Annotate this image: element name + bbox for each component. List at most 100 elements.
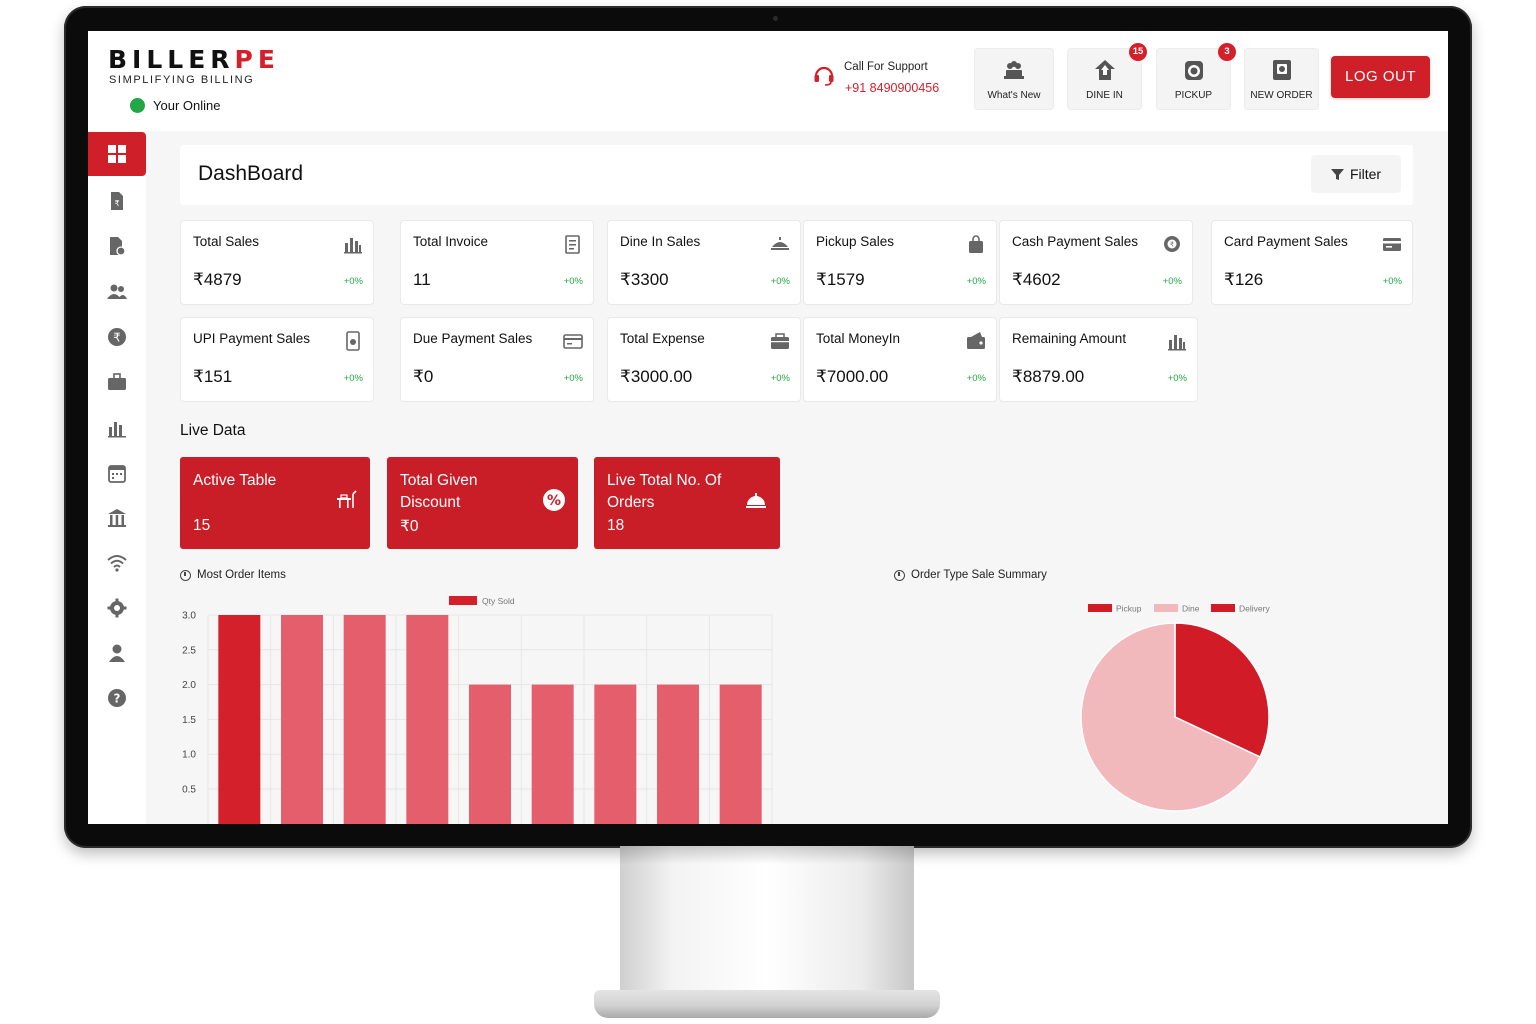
- legend-swatch: [1154, 604, 1178, 612]
- sidebar-item-documents[interactable]: [88, 224, 146, 268]
- bar: [657, 684, 699, 824]
- online-status-label: Your Online: [153, 98, 221, 113]
- stat-card-cash-payment-sales[interactable]: Cash Payment Sales ₹ ₹4602 +0%: [999, 220, 1193, 305]
- brand-tagline: SIMPLIFYING BILLING: [109, 74, 255, 86]
- sidebar-item-expenses[interactable]: [88, 360, 146, 404]
- stat-label: Total MoneyIn: [816, 331, 901, 346]
- pickup-button[interactable]: PICKUP: [1156, 48, 1231, 110]
- clock-icon: [180, 569, 191, 581]
- sidebar-item-invoice[interactable]: ₹: [88, 179, 146, 223]
- live-card-total-discount[interactable]: Total Given Discount % ₹0: [387, 457, 578, 549]
- invoice-icon: [565, 235, 580, 254]
- sidebar-item-reports[interactable]: [88, 406, 146, 450]
- pickup-bag-icon: [1184, 61, 1203, 80]
- pickup-label: PICKUP: [1174, 90, 1213, 101]
- invoice-icon: ₹: [111, 192, 123, 210]
- legend-swatch: [1088, 604, 1112, 612]
- bar: [281, 615, 323, 824]
- bar: [469, 684, 511, 824]
- live-card-value: ₹0: [400, 518, 419, 535]
- svg-text:₹: ₹: [114, 199, 119, 208]
- upi-icon: [346, 331, 360, 351]
- bar-chart-icon: [1168, 335, 1186, 351]
- y-tick-label: 0.5: [182, 785, 196, 796]
- sidebar-item-banking[interactable]: [88, 496, 146, 540]
- stat-card-dine-in-sales[interactable]: Dine In Sales ₹3300 +0%: [607, 220, 801, 305]
- live-card-total-orders[interactable]: Live Total No. Of Orders 18: [594, 457, 780, 549]
- stat-value: 11: [413, 270, 431, 289]
- stat-change: +0%: [563, 373, 583, 384]
- stat-card-upi-payment-sales[interactable]: UPI Payment Sales ₹151 +0%: [180, 317, 374, 402]
- wifi-icon: [107, 555, 127, 572]
- support-phone[interactable]: +91 8490900456: [845, 81, 940, 95]
- stat-change: +0%: [563, 276, 583, 287]
- stat-change: +0%: [770, 276, 790, 287]
- headset-icon: [814, 66, 834, 86]
- whats-new-button[interactable]: What's New: [974, 48, 1054, 110]
- stat-card-remaining-amount[interactable]: Remaining Amount ₹8879.00 +0%: [999, 317, 1198, 402]
- stat-change: +0%: [1167, 373, 1187, 384]
- stat-label: Remaining Amount: [1012, 331, 1127, 346]
- stat-card-total-expense[interactable]: Total Expense ₹3000.00 +0%: [607, 317, 801, 402]
- logout-button[interactable]: LOG OUT: [1331, 56, 1430, 98]
- dashboard-grid-icon: [108, 145, 126, 163]
- support-label: Call For Support: [844, 61, 928, 73]
- most-order-items-chart: 0.5 1.0 1.5 2.0 2.5 3.0 Qty Sold: [182, 596, 773, 824]
- sidebar-item-dashboard[interactable]: [88, 132, 146, 176]
- stat-value: ₹3000.00: [620, 367, 693, 386]
- live-card-active-table[interactable]: Active Table 15: [180, 457, 370, 549]
- sidebar-item-help[interactable]: ?: [88, 676, 146, 720]
- stat-card-due-payment-sales[interactable]: Due Payment Sales ₹0 +0%: [400, 317, 594, 402]
- legend-swatch: [449, 596, 477, 605]
- stat-change: +0%: [966, 373, 986, 384]
- stat-card-pickup-sales[interactable]: Pickup Sales ₹1579 +0%: [803, 220, 997, 305]
- document-icon: [110, 237, 126, 256]
- top-header: BILLERPE SIMPLIFYING BILLING Your Online…: [88, 31, 1448, 131]
- svg-text:?: ?: [114, 692, 121, 706]
- live-card-value: 18: [607, 517, 625, 534]
- sidebar-item-payments[interactable]: ₹: [88, 315, 146, 359]
- rupee-icon: ₹: [108, 328, 126, 346]
- legend-label: Pickup: [1116, 604, 1142, 614]
- bar-chart-icon: [344, 238, 362, 254]
- stat-card-card-payment-sales[interactable]: Card Payment Sales ₹126 +0%: [1211, 220, 1413, 305]
- new-order-button[interactable]: NEW ORDER: [1244, 48, 1319, 110]
- order-type-pie-chart: Pickup Dine Delivery: [1080, 604, 1270, 812]
- svg-text:%: %: [547, 493, 561, 509]
- dine-icon: [771, 237, 789, 250]
- stat-value: ₹4602: [1012, 270, 1061, 289]
- stat-value: ₹7000.00: [816, 367, 889, 386]
- bar: [343, 615, 386, 824]
- support-contact[interactable]: Call For Support +91 8490900456: [812, 59, 962, 103]
- sidebar-item-customers[interactable]: [88, 270, 146, 314]
- sidebar-item-calendar[interactable]: [88, 451, 146, 495]
- stat-card-total-invoice[interactable]: Total Invoice 11 +0%: [400, 220, 594, 305]
- sidebar-item-online[interactable]: [88, 541, 146, 585]
- monitor-stand-base: [594, 990, 940, 1018]
- dine-in-button[interactable]: DINE IN: [1067, 48, 1142, 110]
- building-icon: [108, 509, 126, 527]
- y-tick-label: 1.0: [182, 750, 196, 761]
- stat-change: +0%: [343, 276, 363, 287]
- brand-logo[interactable]: BILLERPE: [108, 45, 280, 74]
- online-status: Your Online: [130, 98, 220, 113]
- y-tick-label: 2.5: [182, 645, 196, 656]
- bar: [719, 684, 762, 824]
- whats-new-label: What's New: [987, 90, 1041, 101]
- shopping-bag-icon: [969, 235, 983, 253]
- legend-label: Qty Sold: [482, 596, 515, 606]
- pie-slice: [1080, 622, 1262, 812]
- stat-card-total-sales[interactable]: Total Sales ₹4879 +0%: [180, 220, 374, 305]
- stat-card-total-moneyin[interactable]: Total MoneyIn ₹7000.00 +0%: [803, 317, 997, 402]
- sidebar-item-profile[interactable]: [88, 631, 146, 675]
- svg-text:₹: ₹: [1170, 241, 1174, 249]
- stat-label: Total Invoice: [413, 234, 489, 249]
- bar-chart-icon: [108, 422, 126, 438]
- dine-in-badge: 15: [1129, 43, 1147, 61]
- filter-button[interactable]: Filter: [1311, 155, 1401, 193]
- sidebar-item-settings[interactable]: [88, 586, 146, 630]
- calendar-icon: [108, 465, 126, 483]
- monitor-stand-neck: [620, 846, 914, 996]
- stat-value: ₹8879.00: [1012, 367, 1085, 386]
- order-type-summary-heading: Order Type Sale Summary: [894, 569, 1047, 581]
